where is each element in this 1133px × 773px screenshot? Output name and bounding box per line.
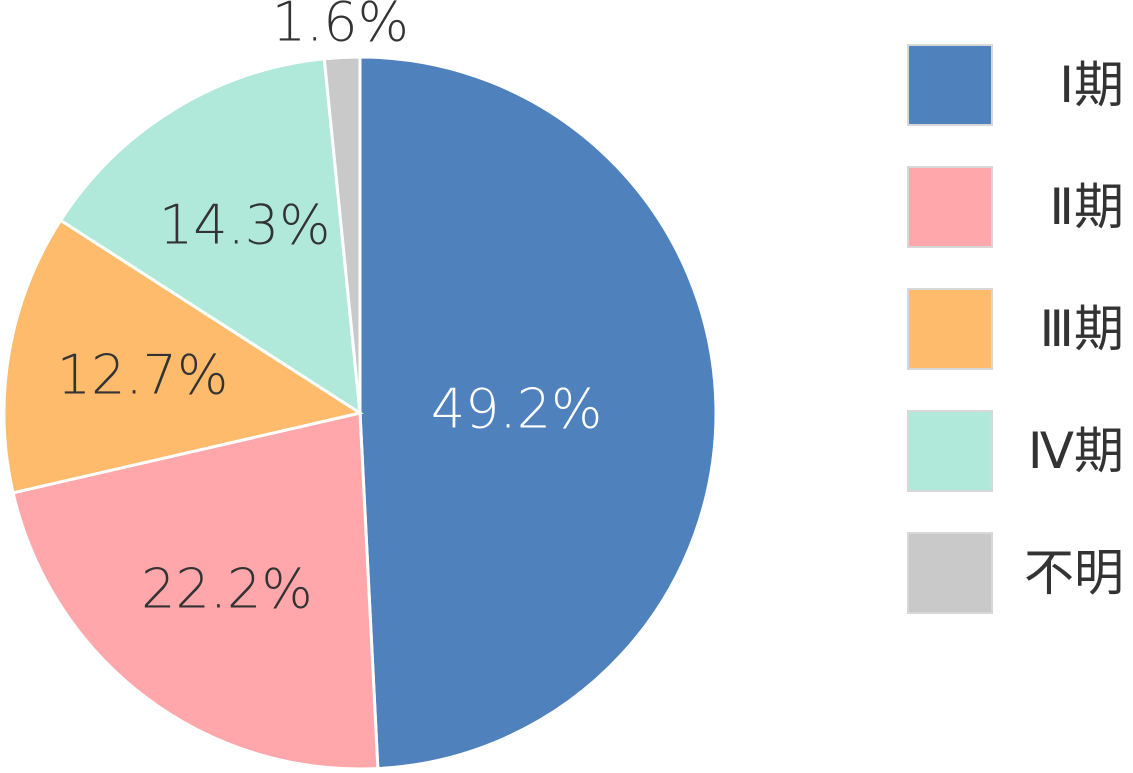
slice-labels: 49.2% 22.2% 12.7% 14.3% 1.6% xyxy=(57,0,603,621)
legend-label-2: Ⅱ期 xyxy=(1049,178,1124,236)
pie-slice-5 xyxy=(322,55,362,414)
slice-value-label-2: 22.2% xyxy=(141,558,313,621)
pie-slice-3 xyxy=(2,218,364,495)
slice-value-label-5: 1.6% xyxy=(272,0,409,53)
legend-label-4: Ⅳ期 xyxy=(1028,422,1124,480)
pie-slices xyxy=(2,55,718,771)
legend-label-5: 不明 xyxy=(1024,544,1124,602)
legend-swatch-4 xyxy=(907,410,993,492)
legend-swatch-1 xyxy=(907,44,993,126)
legend-swatch-2 xyxy=(907,166,993,248)
pie-slice-1 xyxy=(358,55,718,771)
legend-label-3: Ⅲ期 xyxy=(1040,300,1124,358)
slice-value-label-4: 14.3% xyxy=(159,193,331,256)
legend-swatch-5 xyxy=(907,532,993,614)
slice-value-label-1: 49.2% xyxy=(431,378,603,441)
pie-slice-4 xyxy=(58,57,362,416)
legend-swatch-3 xyxy=(907,288,993,370)
slice-value-label-3: 12.7% xyxy=(57,344,229,407)
pie-slice-2 xyxy=(11,411,380,771)
legend-label-1: Ⅰ期 xyxy=(1059,56,1124,114)
